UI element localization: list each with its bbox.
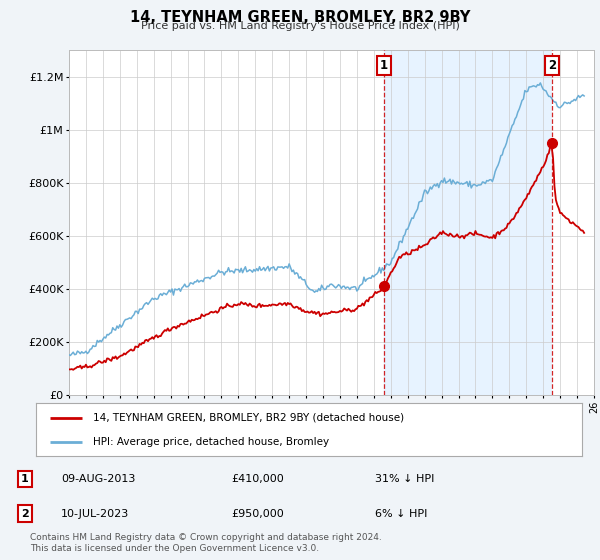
Text: 1: 1 (21, 474, 29, 484)
Text: £950,000: £950,000 (231, 508, 284, 519)
Text: 1: 1 (380, 59, 388, 72)
Bar (384, 50, 552, 395)
Bar (552, 50, 594, 395)
Text: Contains HM Land Registry data © Crown copyright and database right 2024.
This d: Contains HM Land Registry data © Crown c… (30, 533, 382, 553)
Text: 2: 2 (21, 508, 29, 519)
Text: 2: 2 (548, 59, 556, 72)
Text: 14, TEYNHAM GREEN, BROMLEY, BR2 9BY: 14, TEYNHAM GREEN, BROMLEY, BR2 9BY (130, 10, 470, 25)
Text: £410,000: £410,000 (231, 474, 284, 484)
Text: HPI: Average price, detached house, Bromley: HPI: Average price, detached house, Brom… (94, 437, 329, 447)
Text: 14, TEYNHAM GREEN, BROMLEY, BR2 9BY (detached house): 14, TEYNHAM GREEN, BROMLEY, BR2 9BY (det… (94, 413, 404, 423)
Text: 09-AUG-2013: 09-AUG-2013 (61, 474, 136, 484)
Text: 31% ↓ HPI: 31% ↓ HPI (375, 474, 434, 484)
Text: 10-JUL-2023: 10-JUL-2023 (61, 508, 129, 519)
Text: 6% ↓ HPI: 6% ↓ HPI (375, 508, 427, 519)
Text: Price paid vs. HM Land Registry's House Price Index (HPI): Price paid vs. HM Land Registry's House … (140, 21, 460, 31)
